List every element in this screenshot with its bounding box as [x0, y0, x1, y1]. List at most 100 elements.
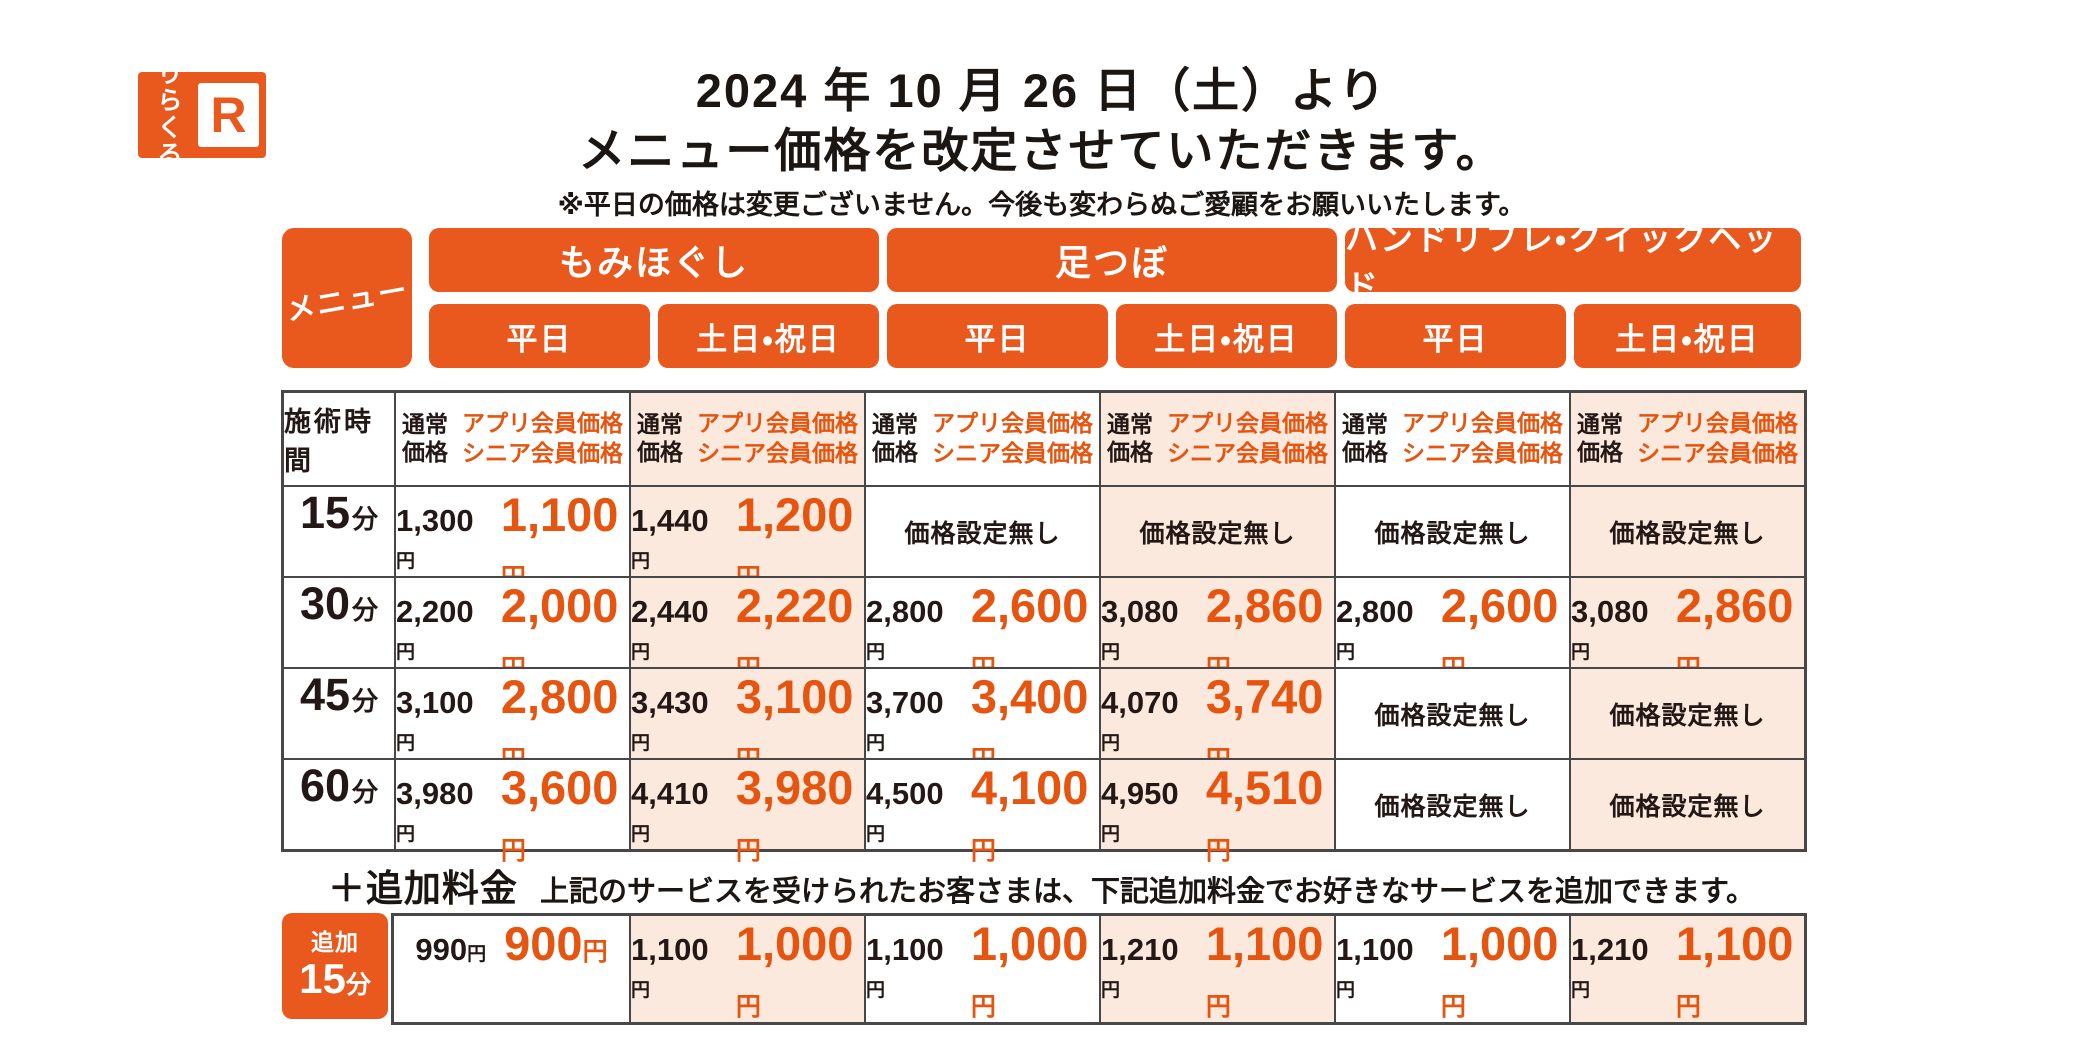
member-price-label: アプリ会員価格 シニア会員価格 — [1402, 410, 1563, 466]
price-cell-30-ashi-weekday: 2,800円 2,600円 — [864, 576, 1099, 683]
normal-price: 1,100円 — [1336, 932, 1414, 1001]
price-subheader-hand-weekend: 通常 価格 アプリ会員価格 シニア会員価格 — [1569, 393, 1804, 485]
price-subheader-momi-weekday: 通常 価格 アプリ会員価格 シニア会員価格 — [394, 393, 629, 485]
normal-price: 3,700円 — [866, 685, 944, 754]
normal-price: 3,080円 — [1101, 594, 1179, 663]
price-cell-45-momi-weekend: 3,430円 3,100円 — [629, 667, 864, 774]
price-cell-60-momi-weekend: 4,410円 3,980円 — [629, 758, 864, 865]
yen-suffix: 円 — [1101, 980, 1121, 1001]
price-cell-45-ashi-weekend: 4,070円 3,740円 — [1099, 667, 1334, 774]
day-header-hand-weekday: 平日 — [1345, 304, 1566, 368]
yen-suffix: 円 — [631, 733, 651, 754]
yen-suffix: 円 — [631, 824, 651, 845]
extra-fee-description: 上記のサービスを受けられたお客さまは、下記追加料金でお好きなサービスを追加できま… — [539, 876, 1756, 908]
yen-suffix: 円 — [396, 824, 416, 845]
member-price: 4,100円 — [970, 761, 1089, 865]
time-cell-30min: 30 分 — [284, 576, 394, 667]
extra-fee-heading: ＋追加料金 — [327, 868, 518, 909]
yen-suffix: 円 — [970, 837, 996, 865]
logo-text: りら くる — [145, 61, 196, 169]
yen-suffix: 円 — [866, 824, 886, 845]
normal-price: 990円 — [415, 932, 487, 967]
price-cell-30-momi-weekday: 2,200円 2,000円 — [394, 576, 629, 683]
member-price-label: アプリ会員価格 シニア会員価格 — [462, 410, 623, 466]
member-price: 1,100円 — [1205, 917, 1324, 1021]
normal-price-label: 通常 価格 — [872, 411, 918, 465]
time-cell-15min: 15 分 — [284, 485, 394, 576]
member-price: 1,000円 — [735, 917, 854, 1021]
normal-price: 4,950円 — [1101, 776, 1179, 845]
member-price: 2,600円 — [971, 578, 1099, 688]
yen-suffix: 円 — [735, 837, 761, 865]
extra-cell-ashi-weekday: 1,100円 1,000円 — [864, 916, 1099, 1022]
menu-corner-cell: メニュー — [282, 228, 412, 368]
day-header-momi-weekday: 平日 — [429, 304, 650, 368]
normal-price: 2,800円 — [866, 594, 944, 663]
day-header-ashi-weekday: 平日 — [887, 304, 1108, 368]
service-header-handrefle-quickhead: ハンドリフレ・クイックヘッド — [1345, 220, 1801, 305]
yen-suffix: 円 — [1205, 993, 1231, 1021]
logo-r-letter: R — [210, 87, 247, 143]
yen-suffix: 円 — [1571, 642, 1591, 663]
extra-15min-badge: 追加 15 分 — [282, 913, 388, 1019]
price-cell-60-ashi-weekend: 4,950円 4,510円 — [1099, 758, 1334, 865]
price-table: 施術時間 通常 価格 アプリ会員価格 シニア会員価格 通常 価格 アプリ会員価格 シニア… — [281, 390, 1807, 865]
no-price-cell-15-ashi-weekday: 価格設定無し — [864, 485, 1099, 576]
yen-suffix: 円 — [866, 980, 886, 1001]
price-cell-60-ashi-weekday: 4,500円 4,100円 — [864, 758, 1099, 865]
no-price-cell-15-ashi-weekend: 価格設定無し — [1099, 485, 1334, 576]
no-price-cell-15-hand-weekday: 価格設定無し — [1334, 485, 1569, 576]
normal-price: 1,100円 — [631, 932, 709, 1001]
no-price-cell-15-hand-weekend: 価格設定無し — [1569, 485, 1804, 576]
normal-price: 1,100円 — [866, 932, 944, 1001]
yen-suffix: 円 — [631, 642, 651, 663]
normal-price: 4,410円 — [631, 776, 709, 845]
normal-price: 1,210円 — [1571, 932, 1649, 1001]
yen-suffix: 円 — [1440, 993, 1466, 1021]
price-cell-60-momi-weekday: 3,980円 3,600円 — [394, 758, 629, 865]
member-price-label: アプリ会員価格 シニア会員価格 — [1637, 410, 1798, 466]
extra-cell-hand-weekday: 1,100円 1,000円 — [1334, 916, 1569, 1022]
member-price: 3,980円 — [735, 761, 854, 865]
yen-suffix: 円 — [1205, 837, 1231, 865]
extra-cell-hand-weekend: 1,210円 1,100円 — [1569, 916, 1804, 1022]
time-header-cell: 施術時間 — [284, 393, 394, 485]
yen-suffix: 円 — [631, 551, 651, 572]
price-cell-30-hand-weekday: 2,800円 2,600円 — [1334, 576, 1569, 683]
member-price: 1,000円 — [1440, 917, 1559, 1021]
member-price: 1,000円 — [970, 917, 1089, 1021]
page-title-line2: メニュー価格を改定させていただきます。 — [578, 124, 1505, 177]
logo-text-line1: りら — [157, 60, 184, 115]
normal-price: 3,080円 — [1571, 594, 1649, 663]
normal-price: 3,100円 — [396, 685, 474, 754]
extra-fee-table: 990円 900円 1,100円 1,000円 1,100円 1,000円 1,… — [391, 913, 1807, 1025]
day-header-ashi-weekend: 土日・祝日 — [1116, 304, 1337, 368]
normal-price: 2,440円 — [631, 594, 709, 663]
price-cell-45-ashi-weekday: 3,700円 3,400円 — [864, 667, 1099, 774]
normal-price: 2,200円 — [396, 594, 474, 663]
service-header-ashitsubo: 足つぼ — [887, 228, 1337, 292]
normal-price: 1,300円 — [396, 503, 474, 572]
price-cell-15-momi-weekend: 1,440円 1,200円 — [629, 485, 864, 592]
price-cell-30-hand-weekend: 3,080円 2,860円 — [1569, 576, 1804, 683]
no-price-cell-45-hand-weekday: 価格設定無し — [1334, 667, 1569, 758]
no-price-cell-60-hand-weekday: 価格設定無し — [1334, 758, 1569, 849]
price-subheader-hand-weekday: 通常 価格 アプリ会員価格 シニア会員価格 — [1334, 393, 1569, 485]
yen-suffix: 円 — [1675, 993, 1701, 1021]
normal-price: 4,500円 — [866, 776, 944, 845]
member-price: 2,860円 — [1676, 578, 1804, 688]
yen-suffix: 円 — [866, 642, 886, 663]
member-price-label: アプリ会員価格 シニア会員価格 — [697, 410, 858, 466]
price-cell-30-momi-weekend: 2,440円 2,220円 — [629, 576, 864, 683]
price-cell-30-ashi-weekend: 3,080円 2,860円 — [1099, 576, 1334, 683]
yen-suffix: 円 — [1336, 642, 1356, 663]
logo-r-mark: R — [198, 83, 259, 147]
yen-suffix: 円 — [396, 642, 416, 663]
day-header-hand-weekend: 土日・祝日 — [1574, 304, 1801, 368]
price-subheader-ashi-weekend: 通常 価格 アプリ会員価格 シニア会員価格 — [1099, 393, 1334, 485]
normal-price: 3,980円 — [396, 776, 474, 845]
normal-price: 1,440円 — [631, 503, 709, 572]
extra-cell-momi-weekday: 990円 900円 — [394, 916, 629, 1022]
normal-price: 1,210円 — [1101, 932, 1179, 1001]
